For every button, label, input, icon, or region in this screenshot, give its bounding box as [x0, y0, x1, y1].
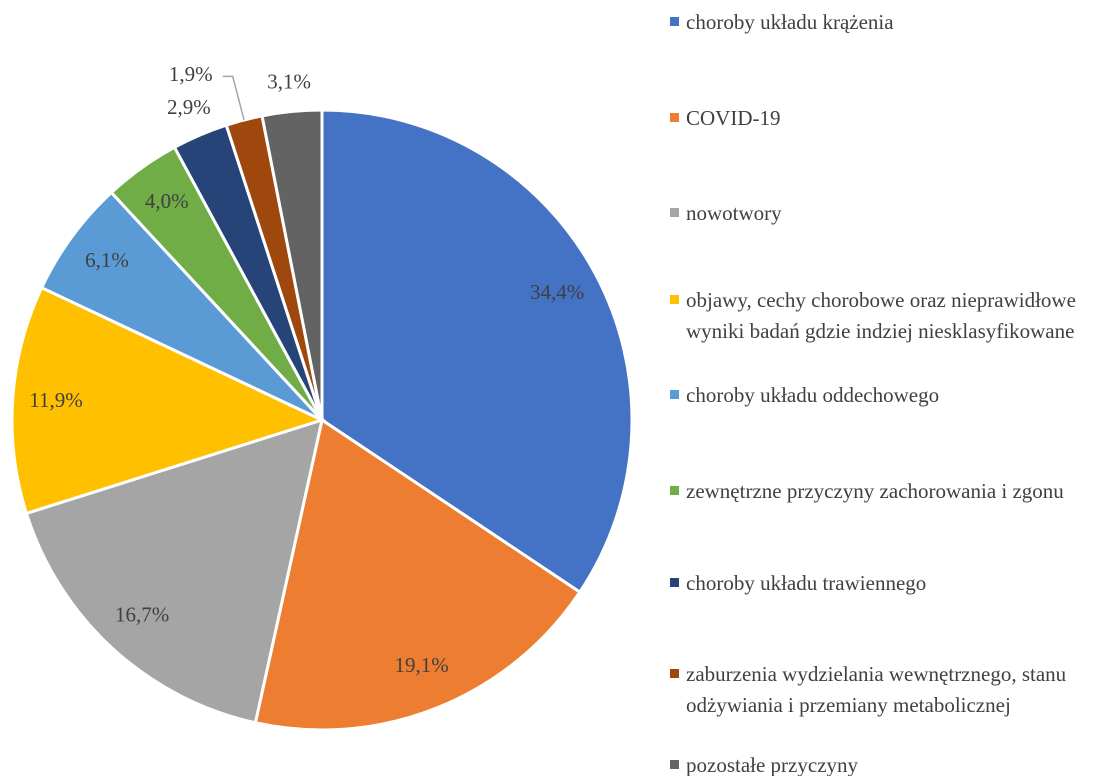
data-label: 3,1% [267, 70, 311, 94]
legend-swatch [670, 208, 679, 217]
legend-label: COVID-19 [686, 106, 781, 130]
legend-swatch [670, 760, 679, 769]
data-label: 4,0% [145, 189, 189, 213]
pie-slice [39, 190, 324, 422]
legend-label: nowotwory [686, 201, 782, 225]
legend-label: choroby układu krążenia [686, 10, 894, 34]
legend-label: zewnętrzne przyczyny zachorowania i zgon… [686, 479, 1064, 503]
legend-swatch [670, 486, 679, 495]
legend-label: choroby układu oddechowego [686, 383, 940, 407]
legend-label: zaburzenia wydzielania wewnętrznego, sta… [686, 662, 1067, 717]
legend-item: nowotwory [668, 198, 1104, 229]
data-label: 11,9% [29, 388, 82, 412]
legend-swatch [670, 113, 679, 122]
data-label: 16,7% [115, 603, 169, 627]
legend-item: choroby układu krążenia [668, 7, 1104, 38]
legend-item: choroby układu oddechowego [668, 380, 1104, 411]
legend-item: zaburzenia wydzielania wewnętrznego, sta… [668, 659, 1104, 720]
data-label: 19,1% [394, 653, 448, 677]
legend-label: choroby układu trawiennego [686, 571, 927, 595]
legend-item: COVID-19 [668, 103, 1104, 134]
pie-slice [260, 108, 324, 421]
legend-swatch [670, 578, 679, 587]
pie-slice [253, 417, 582, 732]
legend-swatch [670, 390, 679, 399]
legend-item: zewnętrzne przyczyny zachorowania i zgon… [668, 476, 1104, 507]
legend-label: pozostałe przyczyny [686, 753, 859, 776]
pie-slice [24, 417, 325, 725]
data-label: 6,1% [85, 248, 129, 272]
legend-item: choroby układu trawiennego [668, 568, 1104, 599]
data-label: 2,9% [167, 95, 211, 119]
legend-swatch [670, 295, 679, 304]
legend-swatch [670, 669, 679, 678]
leader-line [222, 75, 245, 121]
pie-slice [10, 285, 327, 516]
data-label: 34,4% [530, 280, 584, 304]
legend-item: objawy, cechy chorobowe oraz nieprawidło… [668, 285, 1104, 346]
legend-item: pozostałe przyczyny [668, 750, 1104, 776]
legend-label: objawy, cechy chorobowe oraz nieprawidło… [686, 288, 1076, 343]
data-label: 1,9% [169, 62, 213, 86]
legend-swatch [670, 17, 679, 26]
